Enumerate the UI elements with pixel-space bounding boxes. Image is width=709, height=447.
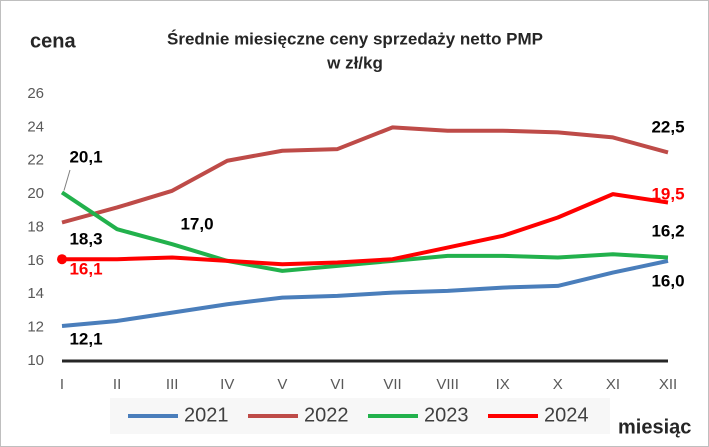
x-tick-label: VII [383,376,401,393]
y-axis-label: cena [30,30,76,52]
x-tick-label: XII [659,376,677,393]
data-label: 20,1 [69,147,102,166]
data-label: 17,0 [180,214,213,233]
y-tick-label: 26 [27,85,44,102]
y-tick-label: 10 [27,352,44,369]
data-label: 19,5 [651,184,684,203]
series-line [62,192,669,267]
x-axis-label: miesiąc [618,416,691,438]
data-label: 12,1 [69,329,102,348]
x-tick-label: II [113,376,121,393]
legend-label: 2022 [304,404,349,426]
x-tick-label: VIII [436,376,459,393]
data-label: 16,2 [651,221,684,240]
y-tick-label: 16 [27,252,44,269]
data-label: 16,1 [69,259,102,278]
data-label: 22,5 [651,117,684,136]
chart-subtitle: w zł/kg [326,53,383,72]
x-tick-label: I [60,376,64,393]
legend-label: 2023 [424,404,469,426]
x-tick-label: V [277,376,287,393]
x-tick-label: III [166,376,179,393]
series-line [60,190,669,273]
legend-label: 2021 [184,404,229,426]
y-tick-label: 24 [27,118,44,135]
x-tick-label: IX [496,376,510,393]
y-tick-label: 20 [27,185,44,202]
y-tick-label: 14 [27,285,44,302]
chart-title: Średnie miesięczne ceny sprzedaży netto … [167,29,543,48]
x-tick-label: X [553,376,563,393]
y-tick-label: 22 [27,152,44,169]
x-tick-label: XI [606,376,620,393]
data-label: 16,0 [651,271,684,290]
x-tick-label: IV [220,376,234,393]
y-tick-label: 18 [27,218,44,235]
series-line [61,125,669,225]
data-label: 18,3 [69,229,102,248]
start-marker [57,254,67,265]
leader-line [63,169,71,191]
y-tick-label: 12 [27,319,44,336]
series-line [61,258,669,328]
legend-label: 2024 [544,404,589,426]
x-tick-label: VI [330,376,344,393]
